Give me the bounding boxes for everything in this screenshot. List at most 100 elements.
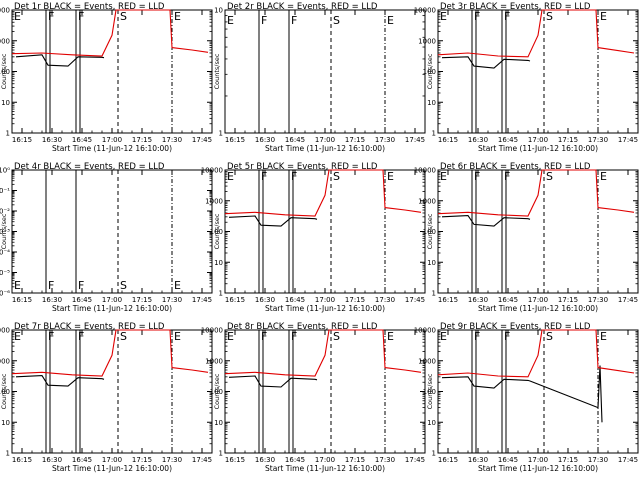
mode-marker-label: F (48, 10, 54, 23)
chart-panel-1: Det 1r BLACK = Events, RED = LLD Counts/s… (0, 2, 213, 153)
x-tick-label: 16:45 (498, 296, 518, 304)
x-tick-label: 17:30 (588, 456, 608, 464)
series-events-line (441, 365, 603, 423)
mode-marker-label: E (14, 10, 21, 23)
x-tick-label: 16:45 (72, 456, 92, 464)
x-axis-label: Start Time (11-Jun-12 16:10:00) (52, 144, 172, 153)
mode-marker-label: S (333, 170, 340, 183)
y-tick-label: 10 (427, 259, 436, 267)
series-lld-line (224, 169, 422, 217)
plot-frame (11, 169, 213, 294)
plot-frame (437, 329, 639, 454)
mode-marker-label: E (387, 330, 394, 343)
plot-frame (224, 9, 426, 134)
series-events-line (441, 56, 531, 69)
mode-marker-label: F (78, 279, 84, 292)
x-tick-label: 16:30 (468, 456, 488, 464)
plot-frame (11, 9, 213, 134)
chart-title: Det 4r BLACK = Events, RED = LLD (14, 162, 165, 172)
y-axis-label: Counts/sec (213, 53, 221, 89)
y-tick-label: 100 (0, 388, 10, 396)
chart-title: Det 3r BLACK = Events, RED = LLD (440, 2, 591, 12)
y-tick-label: 10⁻² (0, 208, 10, 216)
y-tick-label: 10 (1, 419, 10, 427)
mode-marker-label: E (600, 170, 607, 183)
mode-marker-label: E (227, 330, 234, 343)
y-tick-label: 10 (214, 7, 223, 15)
series-events-line (15, 54, 105, 67)
x-tick-label: 17:15 (345, 136, 365, 144)
y-tick-label: 1 (6, 130, 10, 138)
y-axis-label: Counts/sec (0, 213, 8, 249)
y-tick-label: 1 (6, 450, 10, 458)
mode-marker-label: F (261, 330, 267, 343)
mode-marker-label: F (504, 330, 510, 343)
mode-marker-label: E (227, 14, 234, 27)
x-tick-label: 17:45 (192, 456, 212, 464)
x-tick-label: 16:45 (285, 296, 305, 304)
x-tick-label: 17:45 (618, 296, 638, 304)
chart-panel-8: Det 8r BLACK = Events, RED = LLD Counts/s… (201, 322, 426, 473)
mode-marker-label: E (440, 170, 447, 183)
chart-title: Det 1r BLACK = Events, RED = LLD (14, 2, 165, 12)
mode-marker-label: E (14, 330, 21, 343)
chart-title: Det 7r BLACK = Events, RED = LLD (14, 322, 165, 332)
y-tick-label: 100 (423, 68, 436, 76)
mode-marker-label: F (474, 330, 480, 343)
x-tick-label: 17:00 (102, 136, 122, 144)
x-tick-label: 16:45 (498, 136, 518, 144)
y-axis-label: Counts/sec (0, 53, 8, 89)
series-lld-line (11, 329, 209, 377)
x-tick-label: 16:15 (225, 296, 245, 304)
series-events-line (441, 215, 531, 227)
x-axis-label: Start Time (11-Jun-12 16:10:00) (478, 464, 598, 473)
mode-marker-label: E (174, 279, 181, 292)
x-tick-label: 17:00 (315, 136, 335, 144)
mode-marker-label: S (120, 279, 127, 292)
y-tick-label: 10⁻³ (0, 228, 10, 236)
y-tick-label: 10000 (0, 327, 10, 335)
series-events-line (15, 375, 105, 387)
chart-title: Det 9r BLACK = Events, RED = LLD (440, 322, 591, 332)
mode-marker-label: S (546, 10, 553, 23)
x-tick-label: 17:00 (315, 296, 335, 304)
y-tick-label: 10⁻⁴ (0, 249, 10, 257)
chart-panel-6: Det 6r BLACK = Events, RED = LLD Counts/s… (414, 162, 639, 313)
y-axis-label: Counts/sec (426, 53, 434, 89)
x-tick-label: 16:45 (72, 136, 92, 144)
mode-marker-label: F (261, 14, 267, 27)
mode-marker-label: F (78, 330, 84, 343)
y-tick-label: 100 (423, 388, 436, 396)
x-tick-label: 17:45 (192, 296, 212, 304)
x-axis-label: Start Time (11-Jun-12 16:10:00) (265, 144, 385, 153)
plot-frame (224, 329, 426, 454)
x-tick-label: 17:00 (528, 136, 548, 144)
x-tick-label: 16:30 (255, 456, 275, 464)
x-tick-label: 16:30 (42, 296, 62, 304)
mode-marker-label: S (120, 330, 127, 343)
mode-marker-label: S (333, 14, 340, 27)
x-tick-label: 16:15 (438, 296, 458, 304)
mode-marker-label: F (474, 10, 480, 23)
x-tick-label: 16:30 (255, 296, 275, 304)
x-tick-label: 17:45 (192, 136, 212, 144)
plot-frame (437, 9, 639, 134)
x-tick-label: 17:15 (132, 456, 152, 464)
mode-marker-label: E (227, 170, 234, 183)
x-tick-label: 17:30 (375, 296, 395, 304)
mode-marker-label: F (291, 330, 297, 343)
series-lld-line (437, 169, 635, 217)
y-axis-label: Counts/sec (213, 213, 221, 249)
mode-marker-label: E (440, 330, 447, 343)
y-tick-label: 100 (210, 228, 223, 236)
chart-panel-4: Det 4r BLACK = Events, RED = LLD Counts/s… (0, 162, 213, 313)
y-tick-label: 10⁰ (0, 167, 10, 175)
series-lld-line (437, 9, 635, 58)
x-tick-label: 17:15 (558, 296, 578, 304)
x-tick-label: 17:00 (528, 456, 548, 464)
x-tick-label: 16:30 (468, 296, 488, 304)
y-tick-label: 10 (1, 99, 10, 107)
mode-marker-label: F (474, 170, 480, 183)
y-tick-label: 1 (219, 450, 223, 458)
chart-title: Det 2r BLACK = Events, RED = LLD (227, 2, 378, 12)
